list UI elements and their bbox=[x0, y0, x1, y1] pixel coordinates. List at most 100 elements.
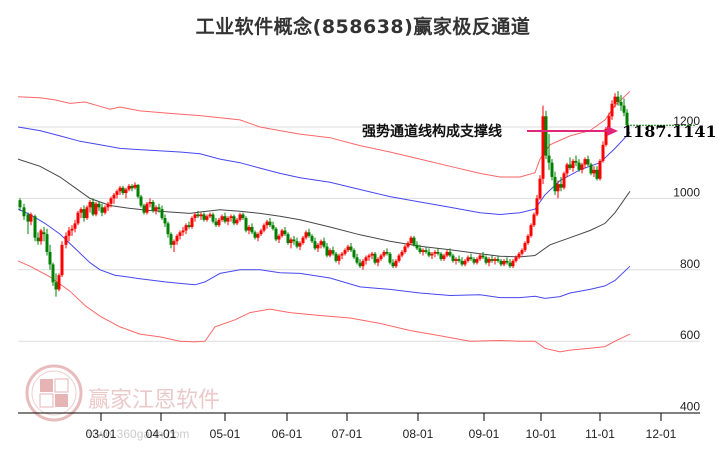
candle-body bbox=[598, 160, 602, 179]
candle-body bbox=[505, 260, 509, 263]
candle-body bbox=[337, 255, 341, 261]
candle-body bbox=[70, 228, 74, 231]
candle-body bbox=[376, 259, 380, 263]
candle-body bbox=[511, 260, 515, 267]
candle-body bbox=[133, 184, 137, 188]
candle-body bbox=[385, 251, 389, 254]
candle-body bbox=[51, 264, 55, 283]
candle-body bbox=[223, 216, 227, 222]
candle-body bbox=[577, 162, 581, 170]
candle-body bbox=[493, 259, 497, 261]
candle-body bbox=[229, 216, 233, 219]
candle-body bbox=[610, 103, 614, 117]
chart-title: 工业软件概念(858638)赢家极反通道 bbox=[195, 16, 531, 38]
candle-body bbox=[100, 207, 104, 213]
candle-body bbox=[166, 223, 170, 235]
candle-body bbox=[247, 226, 251, 231]
arrow-head-icon bbox=[607, 126, 618, 136]
candle-body bbox=[253, 232, 257, 238]
candle-body bbox=[103, 207, 107, 213]
candle-body bbox=[45, 234, 49, 252]
candle-body bbox=[325, 246, 329, 256]
candle-body bbox=[394, 260, 398, 267]
candle-body bbox=[523, 243, 527, 251]
candle-body bbox=[316, 244, 320, 249]
candle-body bbox=[157, 207, 161, 210]
candle-body bbox=[502, 260, 506, 265]
candle-body bbox=[352, 250, 356, 258]
grid bbox=[18, 126, 700, 342]
candle-body bbox=[361, 260, 365, 267]
candle-body bbox=[463, 260, 467, 265]
candle-body bbox=[265, 221, 269, 226]
candle-body bbox=[244, 218, 248, 231]
candle-body bbox=[208, 214, 212, 217]
candle-body bbox=[391, 262, 395, 267]
candle-body bbox=[541, 116, 545, 179]
candle-body bbox=[559, 184, 563, 188]
candle-body bbox=[190, 218, 194, 227]
candle-body bbox=[520, 250, 524, 254]
candle-body bbox=[460, 260, 464, 265]
candle-body bbox=[172, 241, 176, 245]
candle-body bbox=[235, 219, 239, 224]
x-tick-label: 09-01 bbox=[469, 427, 500, 441]
candle-body bbox=[142, 205, 146, 213]
candle-body bbox=[220, 216, 224, 220]
candle-body bbox=[571, 160, 575, 169]
annotation-value: 1187.1141 bbox=[622, 122, 717, 141]
candle-body bbox=[169, 234, 173, 245]
band-line bbox=[17, 208, 631, 299]
candle-body bbox=[430, 253, 434, 256]
candle-body bbox=[334, 253, 338, 261]
candle-body bbox=[187, 225, 191, 227]
candle-body bbox=[574, 160, 578, 163]
candle-body bbox=[355, 257, 359, 263]
candle-body bbox=[613, 96, 617, 104]
candle-body bbox=[73, 223, 77, 229]
candle-body bbox=[445, 251, 449, 256]
candle-body bbox=[64, 235, 68, 245]
candle-body bbox=[304, 232, 308, 238]
candle-body bbox=[415, 244, 419, 249]
x-tick-label: 08-01 bbox=[403, 427, 434, 441]
candle-body bbox=[196, 214, 200, 217]
candle-body bbox=[226, 218, 230, 222]
candle-body bbox=[127, 185, 131, 190]
candle-body bbox=[130, 185, 134, 189]
axes: 1200 1000 800 600 400 03-01 04-01 05-01 06-01 07-… bbox=[18, 114, 700, 441]
candle-body bbox=[451, 255, 455, 261]
x-tick-label: 11-01 bbox=[585, 427, 615, 441]
candle-body bbox=[115, 191, 119, 195]
candle-body bbox=[184, 225, 188, 231]
candle-body bbox=[289, 239, 293, 244]
candle-body bbox=[550, 162, 554, 177]
candle-body bbox=[42, 232, 46, 235]
x-tick-label: 12-01 bbox=[646, 427, 677, 441]
band-line bbox=[17, 158, 631, 258]
candle-body bbox=[91, 201, 95, 215]
candle-body bbox=[340, 253, 344, 256]
candle-body bbox=[238, 214, 242, 220]
candle-body bbox=[484, 257, 488, 263]
annotation-label: 强势通道线构成支撑线 bbox=[362, 123, 502, 140]
candle-body bbox=[298, 243, 302, 247]
candle-body bbox=[427, 251, 431, 256]
candle-body bbox=[439, 253, 443, 260]
candle-body bbox=[466, 257, 470, 261]
candle-body bbox=[310, 235, 314, 242]
candle-body bbox=[547, 155, 551, 163]
candle-body bbox=[271, 225, 275, 229]
candle-body bbox=[349, 246, 353, 251]
candle-body bbox=[124, 189, 128, 194]
channel-bands bbox=[17, 90, 631, 353]
candle-body bbox=[517, 253, 521, 258]
candle-body bbox=[148, 201, 152, 204]
candle-body bbox=[625, 112, 629, 126]
candle-body bbox=[475, 259, 479, 263]
candle-body bbox=[565, 164, 569, 174]
annotation: 强势通道线构成支撑线 1187.1141 bbox=[362, 122, 717, 141]
candle-body bbox=[277, 235, 281, 240]
candle-body bbox=[18, 200, 22, 208]
